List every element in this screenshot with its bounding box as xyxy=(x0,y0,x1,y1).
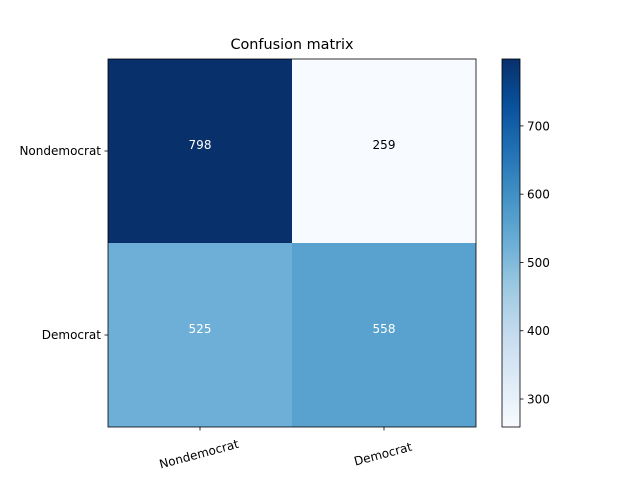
colorbar-tick-label-4: 700 xyxy=(527,119,550,133)
heatmap-value-r0-c0: 798 xyxy=(189,138,212,152)
colorbar-tick-label-2: 500 xyxy=(527,256,550,270)
heatmap-cell-r0-c1 xyxy=(292,59,476,243)
heatmap-value-r1-c0: 525 xyxy=(189,322,212,336)
chart-title: Confusion matrix xyxy=(230,37,354,53)
heatmap-cell-r0-c0 xyxy=(108,59,292,243)
x-tick-label-0: Nondemocrat xyxy=(158,437,241,472)
heatmap-value-labels: 798 259 525 558 xyxy=(189,138,396,336)
plot-frame xyxy=(107,58,477,428)
y-axis: Nondemocrat Democrat xyxy=(19,144,108,342)
x-axis: Nondemocrat Democrat xyxy=(158,427,414,471)
heatmap-value-r0-c1: 259 xyxy=(373,138,396,152)
heatmap-cell-r1-c0 xyxy=(108,243,292,427)
colorbar-ticks: 300 400 500 600 700 xyxy=(520,119,550,407)
colorbar-tick-label-3: 600 xyxy=(527,188,550,202)
colorbar: 300 400 500 600 700 xyxy=(501,58,550,428)
x-tick-label-1: Democrat xyxy=(353,440,414,469)
colorbar-tick-label-0: 300 xyxy=(527,393,550,407)
heatmap-cells xyxy=(108,59,476,427)
heatmap-cell-r1-c1 xyxy=(292,243,476,427)
colorbar-tick-label-1: 400 xyxy=(527,324,550,338)
y-tick-label-0: Nondemocrat xyxy=(19,144,101,158)
heatmap-value-r1-c1: 558 xyxy=(373,322,396,336)
y-tick-label-1: Democrat xyxy=(42,328,102,342)
colorbar-gradient xyxy=(501,58,521,428)
